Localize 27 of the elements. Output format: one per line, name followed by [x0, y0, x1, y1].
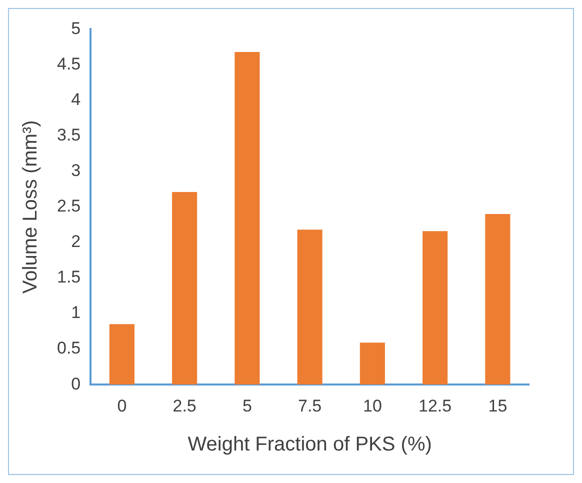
- y-axis-title: Volume Loss (mm³): [20, 120, 42, 294]
- bar: [485, 214, 510, 385]
- x-tick-label: 15: [488, 396, 508, 416]
- y-tick-label: 4: [71, 90, 81, 109]
- y-tick-label: 5: [71, 18, 81, 38]
- y-tick-label: 2.5: [56, 196, 81, 216]
- x-tick-label: 5: [242, 396, 252, 416]
- bar: [360, 342, 385, 385]
- y-tick-label: 1: [71, 303, 81, 322]
- y-tick-label: 2: [71, 232, 81, 252]
- y-tick-label: 0.5: [56, 338, 81, 358]
- x-tick-label: 2.5: [172, 396, 196, 416]
- bar: [172, 192, 198, 385]
- x-tick-label: 12.5: [418, 396, 452, 416]
- y-tick-label: 1.5: [56, 268, 81, 287]
- bar: [109, 324, 134, 385]
- bar: [234, 52, 260, 385]
- x-axis-title: Weight Fraction of PKS (%): [188, 434, 432, 456]
- bar: [297, 230, 322, 385]
- x-tick-label: 7.5: [298, 396, 322, 416]
- y-tick-label: 4.5: [56, 54, 81, 74]
- y-tick-label: 3: [71, 161, 81, 180]
- bar: [422, 231, 448, 385]
- x-tick-label: 0: [117, 396, 127, 416]
- y-tick-label: 0: [71, 374, 81, 394]
- y-tick-label: 3.5: [56, 126, 81, 145]
- x-tick-label: 10: [362, 396, 382, 416]
